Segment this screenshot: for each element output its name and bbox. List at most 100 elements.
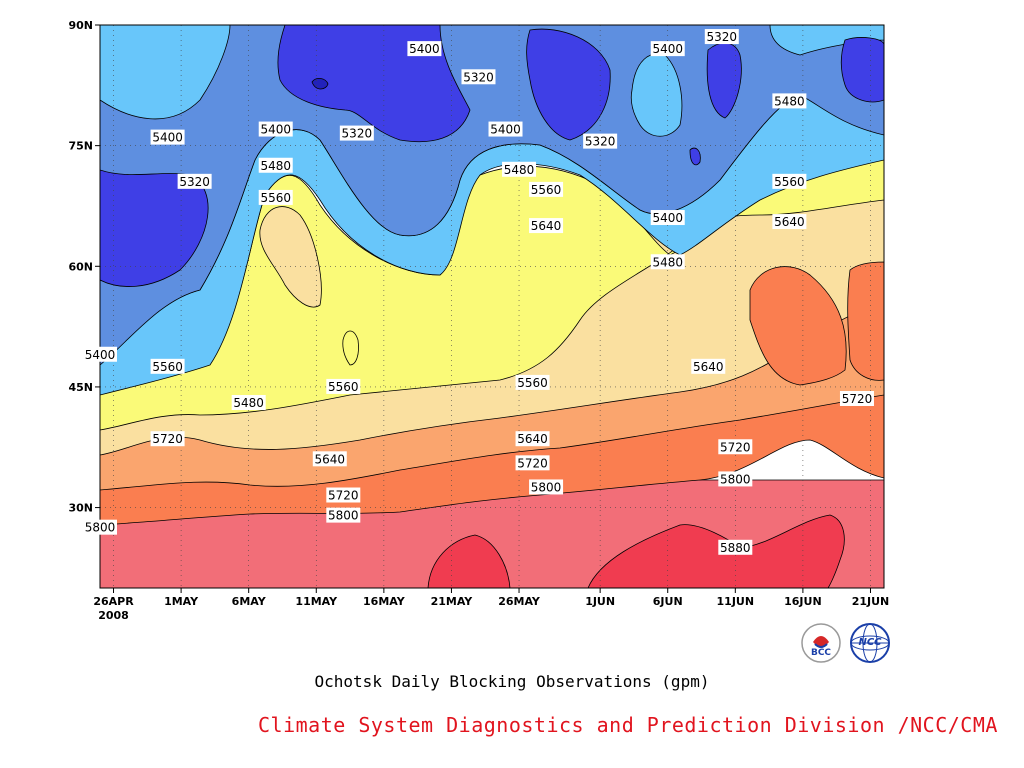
contour-label-text: 5800 (85, 521, 116, 535)
contour-label: 5400 (407, 41, 442, 57)
contour-label-bg (258, 189, 293, 205)
x-tick-label: 6MAY (232, 595, 267, 608)
y-tick-label: 30N (68, 502, 93, 515)
contour-label-text: 5480 (260, 159, 291, 173)
contour-label-text: 5400 (652, 42, 683, 56)
x-tick-label: 16MAY (363, 595, 406, 608)
contour-label: 5400 (488, 121, 523, 137)
x-tick-label: 1MAY (164, 595, 199, 608)
x-tick-label: 26MAY (498, 595, 541, 608)
contour-label-bg (150, 358, 185, 374)
contour-label: 5400 (650, 41, 685, 57)
y-tick-label: 60N (68, 260, 93, 273)
contour-label: 5560 (326, 378, 361, 394)
credit-text: Climate System Diagnostics and Predictio… (258, 713, 998, 737)
contour-label: 5560 (258, 189, 293, 205)
contour-label: 5880 (718, 539, 753, 555)
contour-label-text: 5400 (260, 123, 291, 137)
contour-label: 5400 (83, 346, 117, 362)
contour-label-text: 5400 (409, 42, 440, 56)
chart-title: Ochotsk Daily Blocking Observations (gpm… (314, 672, 710, 691)
contour-label-bg (258, 157, 293, 173)
contour-label: 5800 (529, 479, 564, 495)
contour-label: 5560 (150, 358, 185, 374)
contour-label: 5720 (515, 455, 550, 471)
contour-label-bg (650, 210, 685, 226)
contour-label-text: 5400 (490, 123, 521, 137)
contour-label-bg (650, 254, 685, 270)
contour-label: 5800 (83, 519, 117, 535)
contour-label-bg (515, 455, 550, 471)
contour-label-bg (83, 346, 117, 362)
contour-label: 5720 (839, 390, 874, 406)
fill-patch-5480-5560-b (342, 330, 359, 366)
contour-label-bg (772, 173, 807, 189)
contour-label-bg (339, 125, 374, 141)
contour-label: 5720 (150, 431, 185, 447)
fill-patch-5720-5800-b (749, 266, 847, 386)
contour-label: 5320 (339, 125, 374, 141)
x-tick-label: 6JUN (653, 595, 683, 608)
contour-label: 5320 (704, 29, 739, 45)
contour-label: 5800 (718, 471, 753, 487)
contour-label-text: 5560 (260, 191, 291, 205)
contour-label-text: 5400 (152, 131, 183, 145)
contour-label-bg (704, 29, 739, 45)
contour-label-bg (650, 41, 685, 57)
contour-label-text: 5320 (179, 175, 210, 189)
contour-label-text: 5320 (585, 135, 616, 149)
fill-patch-5720-5800-c (847, 261, 884, 381)
contour-label-text: 5720 (720, 440, 751, 454)
x-tick-label: 11MAY (295, 595, 338, 608)
contour-label-bg (691, 358, 726, 374)
contour-labels: 5400 5320 5400 5320 5480 5400 5400 5320 5400 5320… (83, 29, 874, 555)
contour-label: 5320 (583, 133, 618, 149)
contour-label-text: 5560 (774, 175, 805, 189)
contour-label-bg (529, 218, 564, 234)
contour-label: 5720 (326, 487, 361, 503)
contour-label-text: 5800 (720, 472, 751, 486)
x-tick-label: 26APR (93, 595, 134, 608)
contour-label: 5560 (772, 173, 807, 189)
y-axis: 30N 45N 60N 75N 90N (68, 19, 100, 515)
contour-label: 5640 (772, 214, 807, 230)
contour-label-bg (515, 431, 550, 447)
x-year-label: 2008 (98, 609, 129, 622)
contour-label: 5320 (177, 173, 212, 189)
contour-label-bg (326, 487, 361, 503)
y-tick-label: 45N (68, 381, 93, 394)
contour-label-text: 5400 (652, 211, 683, 225)
contour-label-bg (326, 507, 361, 523)
contour-label-text: 5800 (328, 509, 359, 523)
contour-label: 5560 (515, 374, 550, 390)
contour-label-text: 5320 (707, 30, 738, 44)
contour-label-text: 5640 (693, 360, 724, 374)
contour-label: 5480 (650, 254, 685, 270)
contour-label-text: 5720 (842, 392, 873, 406)
contour-label: 5480 (258, 157, 293, 173)
contour-label: 5400 (150, 129, 185, 145)
contour-label: 5400 (258, 121, 293, 137)
contour-label: 5400 (650, 210, 685, 226)
contour-label-text: 5640 (774, 215, 805, 229)
y-tick-label: 90N (68, 19, 93, 32)
contour-label: 5480 (502, 161, 537, 177)
contour-label-text: 5640 (315, 452, 346, 466)
x-tick-label: 21JUN (852, 595, 890, 608)
contour-label-text: 5720 (152, 432, 183, 446)
contour-label-text: 5560 (328, 380, 359, 394)
contour-label: 5720 (718, 439, 753, 455)
contour-label: 5560 (529, 181, 564, 197)
fill-band-5320-5400 (100, 25, 884, 366)
fill-patch-below-5320-e (840, 37, 884, 103)
contour-label-bg (258, 121, 293, 137)
contour-label-text: 5720 (328, 489, 359, 503)
contour-label-bg (515, 374, 550, 390)
contour-label-bg (488, 121, 523, 137)
contour-label: 5480 (231, 395, 266, 411)
contour-label-bg (502, 161, 537, 177)
fill-patch-deep-low (311, 78, 329, 90)
contour-label-bg (529, 181, 564, 197)
contour-label-bg (718, 439, 753, 455)
x-tick-label: 21MAY (431, 595, 474, 608)
